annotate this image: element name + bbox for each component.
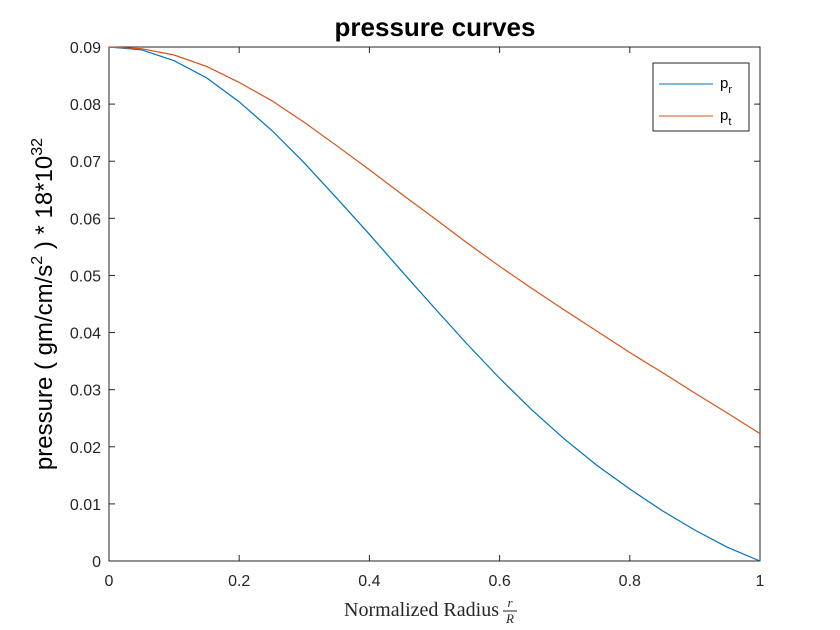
x-tick-label: 1 (756, 573, 765, 590)
x-tick-label: 0.4 (358, 573, 380, 590)
chart-title: pressure curves (335, 12, 536, 42)
y-axis-label: pressure ( gm/cm/s2 ) * 18*1032 (29, 138, 58, 470)
series-line-pr (108, 46, 761, 562)
legend-label-pt-sub: t (728, 116, 731, 128)
x-tick-label: 0.2 (228, 573, 250, 590)
series-line-pt (108, 46, 761, 435)
y-tick-label: 0.03 (70, 383, 101, 400)
y-tick-label: 0.07 (70, 154, 101, 171)
legend: pr pt (652, 62, 750, 132)
y-tick-label: 0.05 (70, 268, 101, 285)
legend-box (652, 62, 750, 132)
legend-label-pt-name: p (720, 107, 728, 124)
y-tick-label: 0.06 (70, 211, 101, 228)
x-tick-label: 0.6 (488, 573, 510, 590)
y-tick-label: 0.09 (70, 40, 101, 57)
axis-ticks: 0 0.2 0.4 0.6 0.8 1 0 0.01 0.02 0.03 0.04 0.05 0.06 0… (70, 40, 765, 590)
x-axis-label: Normalized Radius (344, 599, 499, 621)
y-tick-label: 0.08 (70, 97, 101, 114)
series-lines (108, 46, 761, 562)
y-tick-label: 0 (92, 554, 101, 571)
y-axis-label-tail: ) * 18*10 (31, 156, 58, 256)
y-axis-label-sup: 2 (29, 256, 46, 265)
legend-label-pr-sub: r (728, 84, 732, 96)
x-tick-label: 0.8 (619, 573, 641, 590)
y-tick-label: 0.02 (70, 440, 101, 457)
y-tick-label: 0.04 (70, 326, 101, 343)
legend-label-pr-name: p (720, 75, 728, 92)
x-axis-label-fraction: r R (503, 595, 517, 626)
legend-label-pt: pt (720, 107, 731, 128)
x-label-numerator: r (507, 595, 513, 610)
legend-label-pr: pr (720, 75, 732, 96)
x-label-denominator: R (505, 611, 514, 626)
y-tick-label: 0.01 (70, 497, 101, 514)
plot-area (108, 46, 761, 562)
y-axis-label-exp: 32 (29, 138, 46, 156)
y-axis-label-main: pressure ( gm/cm/s (31, 265, 58, 470)
x-tick-label: 0 (105, 573, 114, 590)
